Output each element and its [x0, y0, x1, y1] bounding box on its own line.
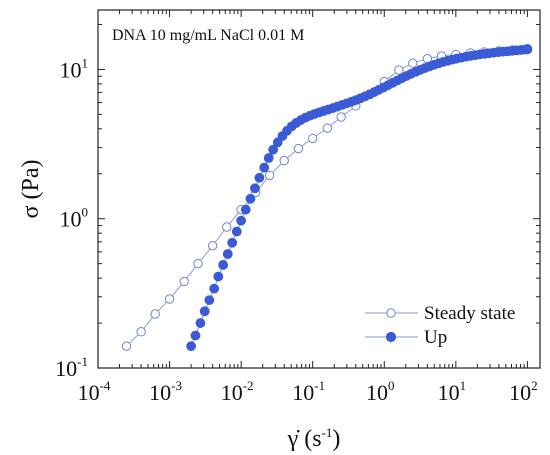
- up-point: [190, 330, 201, 341]
- x-tick-label: 102: [509, 378, 538, 405]
- x-tick-label: 101: [438, 378, 467, 405]
- up-point: [259, 162, 270, 173]
- steady-state-point: [307, 133, 318, 144]
- steady-state-point: [264, 170, 275, 181]
- x-tick-label: 100: [366, 378, 395, 405]
- legend: Steady state Up: [365, 303, 515, 348]
- up-point: [263, 153, 274, 163]
- up-point: [213, 271, 224, 282]
- steady-state-point: [293, 143, 304, 154]
- up-point: [209, 283, 220, 294]
- steady-state-point: [179, 276, 189, 287]
- up-point: [218, 260, 229, 270]
- x-tick-label: 10-4: [78, 378, 111, 405]
- legend-marker: [386, 308, 396, 318]
- chart-annotation: DNA 10 mg/mL NaCl 0.01 M: [112, 27, 304, 44]
- steady-state-point: [394, 65, 404, 75]
- series-line-0: [126, 48, 528, 347]
- up-point: [231, 226, 242, 237]
- steady-state-point: [222, 222, 232, 232]
- steady-state-point: [193, 258, 203, 269]
- up-point: [240, 204, 251, 215]
- y-tick-label: 101: [60, 55, 89, 82]
- steady-state-point: [279, 155, 289, 166]
- y-tick-label: 10-1: [55, 354, 88, 381]
- series-points: [121, 43, 533, 352]
- steady-state-point: [121, 341, 132, 351]
- axis-tick-labels: 10-4 10-3 10-2 10-1 100 101 102 10-1 100 101: [55, 55, 537, 405]
- x-tick-label: 10-1: [292, 378, 325, 405]
- axis-ticks: [97, 10, 540, 369]
- plot-frame: [97, 9, 541, 369]
- series-lines: [126, 48, 528, 347]
- legend-label: Steady state: [424, 303, 515, 324]
- up-point: [199, 306, 210, 317]
- up-point: [195, 318, 206, 328]
- steady-state-point: [207, 240, 218, 251]
- up-point: [268, 144, 279, 155]
- steady-state-point: [164, 294, 175, 304]
- up-point: [250, 183, 260, 194]
- steady-state-point: [150, 309, 160, 319]
- up-point: [204, 295, 215, 305]
- x-axis-title: γ̇ (s-1): [287, 425, 341, 452]
- steady-state-point: [336, 112, 346, 122]
- up-point: [522, 44, 533, 55]
- up-point: [236, 215, 247, 226]
- x-tick-label: 10-3: [149, 378, 182, 405]
- x-tick-label: 10-2: [221, 378, 254, 405]
- up-point: [245, 193, 256, 204]
- legend-label: Up: [424, 327, 447, 348]
- up-point: [227, 237, 238, 248]
- y-axis-title: σ (Pa): [18, 160, 44, 219]
- steady-state-point: [408, 58, 418, 68]
- steady-state-point: [322, 123, 333, 133]
- up-point: [186, 341, 197, 352]
- y-tick-label: 100: [60, 205, 89, 232]
- steady-state-point: [136, 327, 146, 337]
- up-point: [254, 172, 265, 183]
- up-point: [222, 249, 233, 259]
- legend-marker: [385, 331, 397, 343]
- x-axis-title-main: γ̇ (s: [287, 426, 322, 452]
- x-axis-title-close: ): [332, 426, 340, 452]
- x-axis-title-exponent: -1: [322, 425, 333, 440]
